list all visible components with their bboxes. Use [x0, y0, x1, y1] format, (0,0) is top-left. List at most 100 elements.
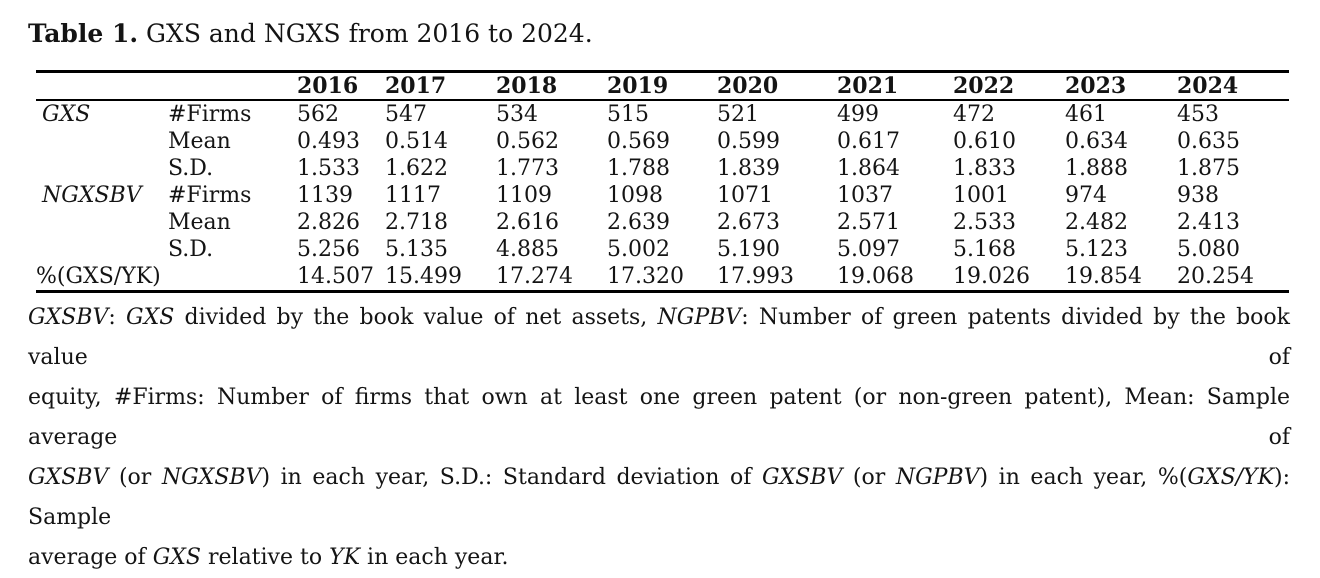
data-cell: 2.482 — [1065, 210, 1128, 235]
data-cell: 1037 — [837, 183, 893, 208]
data-cell: 5.256 — [297, 237, 360, 262]
data-cell: 5.190 — [717, 237, 780, 262]
row-group-label — [36, 209, 168, 236]
data-cell: 1117 — [385, 183, 441, 208]
data-cell: 2.413 — [1177, 210, 1240, 235]
data-cell: 0.493 — [297, 129, 360, 154]
row-stat-label: #Firms — [168, 183, 252, 208]
data-cell: 562 — [297, 102, 339, 127]
data-cell: 1071 — [717, 183, 773, 208]
table-row: %(GXS/YK) 14.507 15.499 17.274 17.320 17.993 1… — [36, 263, 1289, 292]
column-header-year: 2024 — [1177, 71, 1289, 101]
data-cell: 1.533 — [297, 156, 360, 181]
footnote-text: relative to — [201, 545, 330, 570]
column-header-year: 2023 — [1065, 71, 1177, 101]
data-cell: 20.254 — [1177, 264, 1254, 289]
row-stat-label: S.D. — [168, 156, 214, 181]
data-cell: 19.854 — [1065, 264, 1142, 289]
table-title-text: GXS and NGXS from 2016 to 2024. — [138, 19, 593, 48]
column-header-year: 2017 — [385, 71, 496, 101]
header-spacer-stat — [168, 71, 297, 101]
header-spacer-group — [36, 71, 168, 101]
table-row: GXS #Firms 562 547 534 515 521 499 472 461 453 — [36, 100, 1289, 128]
footnote-line: equity, #Firms: Number of firms that own… — [28, 378, 1290, 458]
data-cell: 547 — [385, 102, 427, 127]
table-header-row: 2016 2017 2018 2019 2020 2021 2022 2023 2024 — [36, 71, 1289, 101]
data-cell: 5.080 — [1177, 237, 1240, 262]
data-cell: 0.599 — [717, 129, 780, 154]
footnote-text: equity, #Firms: Number of firms that own… — [28, 385, 1290, 450]
data-cell: 1001 — [953, 183, 1009, 208]
data-cell: 0.562 — [496, 129, 559, 154]
row-group-label — [36, 155, 168, 182]
table-row: Mean 2.826 2.718 2.616 2.639 2.673 2.571 2.533 2… — [36, 209, 1289, 236]
table-row: NGXSBV #Firms 1139 1117 1109 1098 1071 1037 1001… — [36, 182, 1289, 209]
data-cell: 5.002 — [607, 237, 670, 262]
row-group-label — [36, 236, 168, 263]
data-cell: 0.514 — [385, 129, 448, 154]
data-cell: 19.068 — [837, 264, 914, 289]
footnote-term-italic: YK — [329, 545, 361, 570]
row-stat-label: S.D. — [168, 237, 214, 262]
table-row: Mean 0.493 0.514 0.562 0.569 0.599 0.617 0.610 0… — [36, 128, 1289, 155]
column-header-year: 2019 — [607, 71, 717, 101]
data-cell: 5.123 — [1065, 237, 1128, 262]
footnote-line: GXSBV: GXS divided by the book value of … — [28, 298, 1290, 378]
footnote-term-italic: GXSBV — [28, 305, 109, 330]
footnote-text: divided by the book value of net assets, — [174, 305, 658, 330]
data-cell: 5.097 — [837, 237, 900, 262]
row-stat-label — [168, 263, 297, 292]
data-cell: 0.634 — [1065, 129, 1128, 154]
row-stat-label: Mean — [168, 210, 231, 235]
table-title: Table 1. GXS and NGXS from 2016 to 2024. — [28, 19, 593, 49]
data-cell: 5.135 — [385, 237, 448, 262]
column-header-year: 2021 — [837, 71, 953, 101]
column-header-year: 2016 — [297, 71, 385, 101]
column-header-year: 2020 — [717, 71, 837, 101]
data-cell: 453 — [1177, 102, 1219, 127]
data-cell: 515 — [607, 102, 649, 127]
data-cell: 2.616 — [496, 210, 559, 235]
footnote-text: in each year. — [360, 545, 509, 570]
table-body: GXS #Firms 562 547 534 515 521 499 472 461 453 Mean… — [36, 100, 1289, 292]
data-cell: 1.773 — [496, 156, 559, 181]
data-cell: 0.569 — [607, 129, 670, 154]
row-group-label: %(GXS/YK) — [36, 264, 161, 289]
data-cell: 0.617 — [837, 129, 900, 154]
data-cell: 499 — [837, 102, 879, 127]
data-cell: 2.571 — [837, 210, 900, 235]
data-cell: 521 — [717, 102, 759, 127]
table-title-number: Table 1. — [28, 19, 139, 48]
table-row: S.D. 1.533 1.622 1.773 1.788 1.839 1.864 1.833 1… — [36, 155, 1289, 182]
data-cell: 17.993 — [717, 264, 794, 289]
row-stat-label: Mean — [168, 129, 231, 154]
footnote: GXSBV: GXS divided by the book value of … — [28, 298, 1290, 578]
table-row: S.D. 5.256 5.135 4.885 5.002 5.190 5.097 5.168 5… — [36, 236, 1289, 263]
footnote-term-italic: GXS — [126, 305, 175, 330]
footnote-term-italic: GXS — [152, 545, 201, 570]
data-cell: 938 — [1177, 183, 1219, 208]
page: { "page": { "background": "#ffffff", "te… — [28, 19, 1291, 570]
data-cell: 472 — [953, 102, 995, 127]
data-cell: 17.274 — [496, 264, 573, 289]
column-header-year: 2022 — [953, 71, 1065, 101]
column-header-year: 2018 — [496, 71, 607, 101]
data-table: 2016 2017 2018 2019 2020 2021 2022 2023 2024 GXS… — [36, 70, 1289, 293]
data-cell: 1.622 — [385, 156, 448, 181]
footnote-term-italic: NGPBV — [657, 305, 742, 330]
data-cell: 19.026 — [953, 264, 1030, 289]
data-cell: 2.718 — [385, 210, 448, 235]
data-cell: 1.875 — [1177, 156, 1240, 181]
data-cell: 14.507 — [297, 264, 374, 289]
row-group-label — [36, 128, 168, 155]
data-cell: 2.533 — [953, 210, 1016, 235]
footnote-text: : Number of green patents divided by the… — [28, 305, 1291, 370]
data-cell: 0.635 — [1177, 129, 1240, 154]
footnote-text: average of — [28, 545, 153, 570]
row-group-label: NGXSBV — [42, 183, 142, 208]
data-cell: 974 — [1065, 183, 1107, 208]
data-cell: 17.320 — [607, 264, 684, 289]
data-cell: 2.639 — [607, 210, 670, 235]
data-cell: 5.168 — [953, 237, 1016, 262]
data-cell: 461 — [1065, 102, 1107, 127]
